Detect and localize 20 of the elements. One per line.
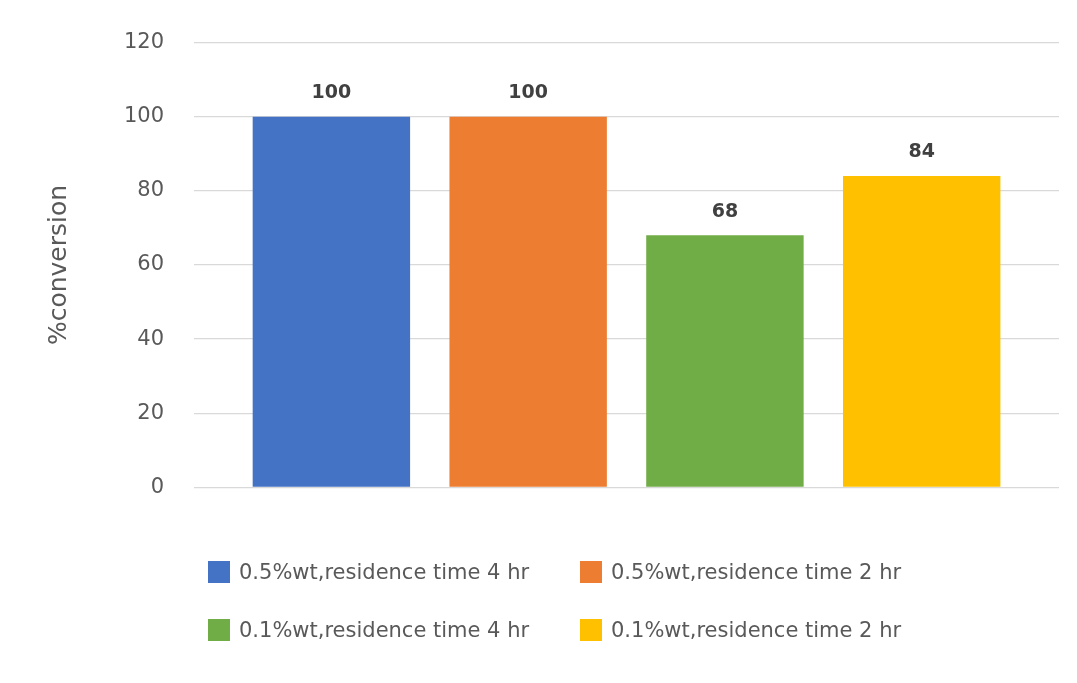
legend-label: 0.5%wt,residence time 4 hr (239, 560, 530, 584)
data-label: 100 (311, 80, 352, 103)
y-tick-label: 40 (137, 325, 165, 350)
y-tick-label: 0 (150, 473, 165, 498)
y-tick-label: 120 (123, 29, 165, 54)
y-tick-label: 60 (137, 251, 165, 276)
y-tick-label: 20 (137, 399, 165, 424)
bar (842, 176, 1001, 487)
bar (646, 235, 804, 487)
legend-label: 0.5%wt,residence time 2 hr (611, 560, 902, 584)
data-label: 68 (711, 198, 739, 221)
y-tick-label: 100 (123, 103, 165, 128)
y-tick-label: 80 (137, 177, 165, 202)
legend-label: 0.1%wt,residence time 2 hr (611, 618, 902, 642)
legend-label: 0.1%wt,residence time 4 hr (239, 618, 530, 642)
data-label: 100 (508, 80, 548, 103)
data-label: 84 (908, 139, 935, 162)
bar (449, 116, 607, 487)
bar (252, 116, 411, 487)
y-axis-title: %conversion (42, 184, 72, 346)
